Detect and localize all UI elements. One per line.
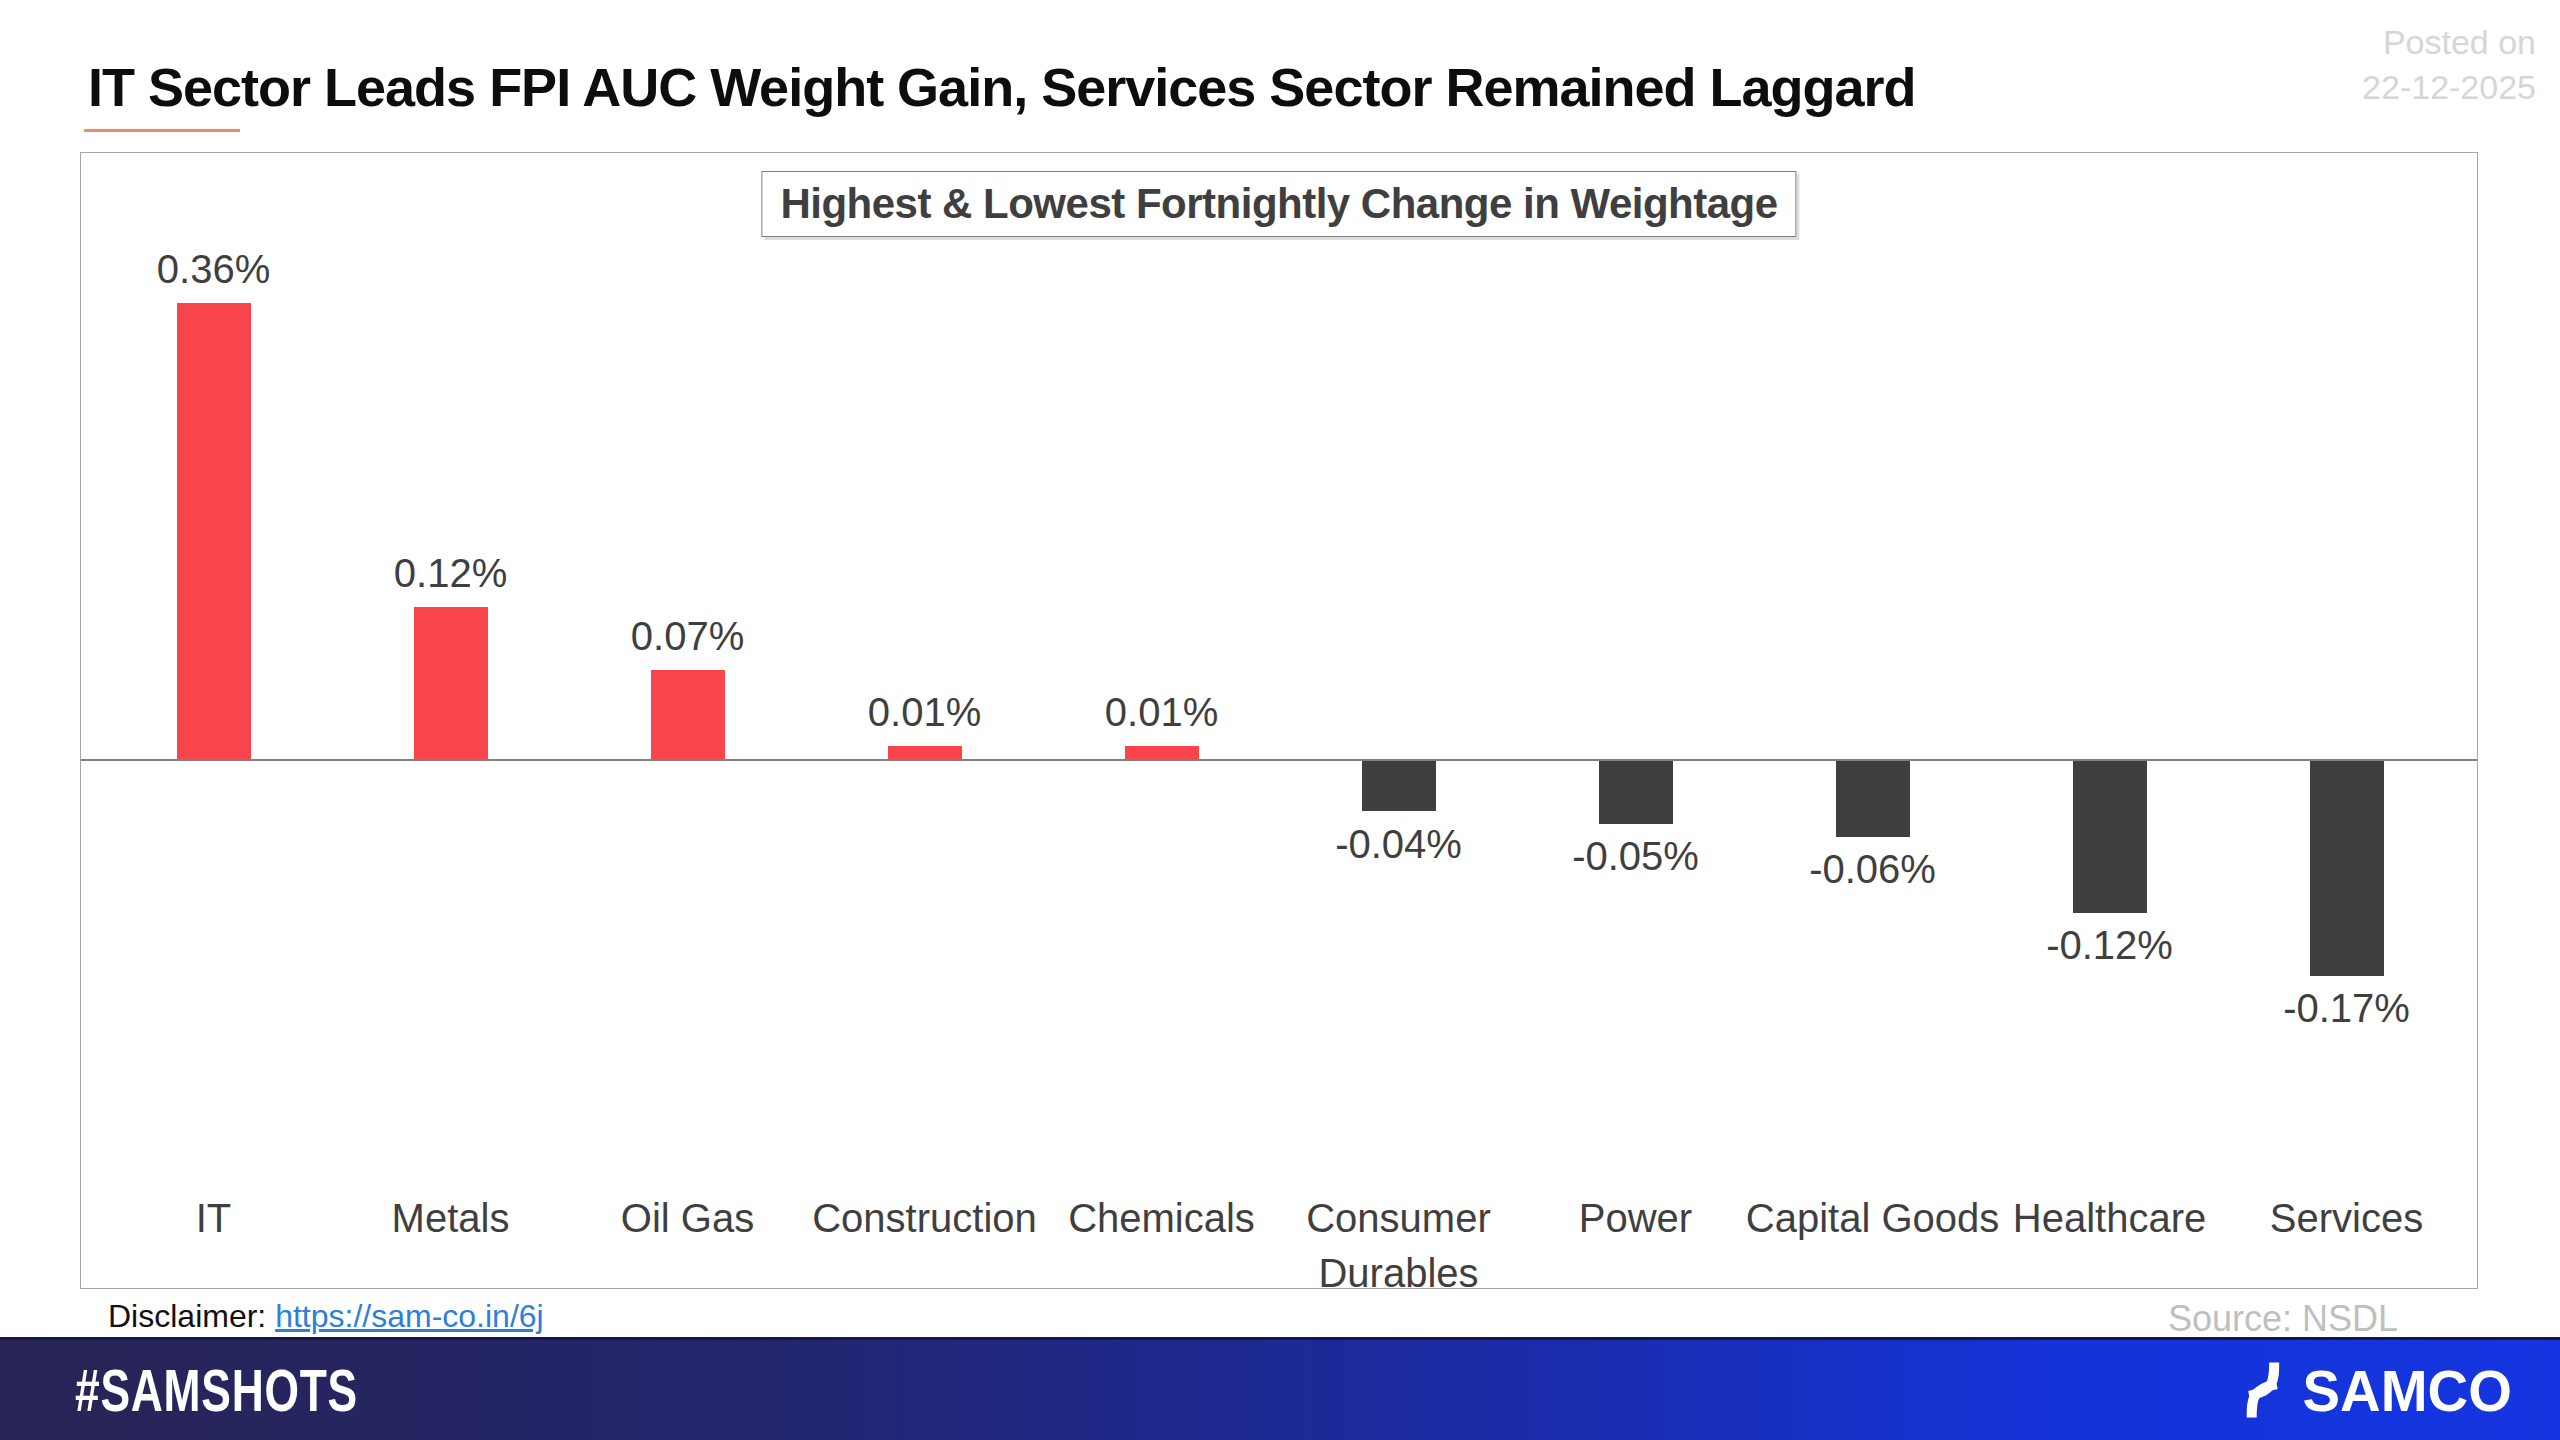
- bar-capital-goods: [1836, 761, 1910, 837]
- bar-value-label: -0.05%: [1526, 834, 1746, 879]
- bar-consumer-durables: [1362, 761, 1436, 812]
- bar-value-label: 0.07%: [578, 614, 798, 659]
- title-underline: [84, 129, 240, 132]
- samco-mark-icon: [2240, 1360, 2290, 1420]
- posted-on-date: 22-12-2025: [2362, 65, 2536, 110]
- x-axis-label: Metals: [319, 1191, 583, 1246]
- bar-value-label: -0.12%: [2000, 923, 2220, 968]
- bar-value-label: 0.36%: [104, 247, 324, 292]
- bar-value-label: 0.01%: [1052, 690, 1272, 735]
- bar-value-label: 0.01%: [815, 690, 1035, 735]
- samco-logo: SAMCO: [2240, 1357, 2512, 1424]
- bar-chemicals: [1125, 746, 1199, 759]
- bar-it: [177, 303, 251, 759]
- page-title: IT Sector Leads FPI AUC Weight Gain, Ser…: [88, 56, 1916, 118]
- x-axis-label: Capital Goods: [1741, 1191, 2005, 1246]
- footer-bar: #SAMSHOTS SAMCO: [0, 1337, 2560, 1440]
- posted-on: Posted on 22-12-2025: [2362, 20, 2536, 110]
- x-axis-label: Consumer Durables: [1267, 1191, 1531, 1301]
- x-axis-label: Services: [2215, 1191, 2479, 1246]
- chart-area: Highest & Lowest Fortnightly Change in W…: [80, 152, 2478, 1289]
- bar-value-label: -0.17%: [2237, 986, 2457, 1031]
- x-axis-label: Oil Gas: [556, 1191, 820, 1246]
- x-axis-label: Power: [1504, 1191, 1768, 1246]
- bar-services: [2310, 761, 2384, 976]
- samco-wordmark: SAMCO: [2303, 1357, 2512, 1424]
- x-axis-label: Chemicals: [1030, 1191, 1294, 1246]
- bar-construction: [888, 746, 962, 759]
- bar-oil-gas: [651, 670, 725, 759]
- bar-value-label: -0.06%: [1763, 847, 1983, 892]
- page: IT Sector Leads FPI AUC Weight Gain, Ser…: [0, 0, 2560, 1440]
- disclaimer: Disclaimer: https://sam-co.in/6j: [108, 1298, 544, 1335]
- disclaimer-link[interactable]: https://sam-co.in/6j: [275, 1298, 544, 1334]
- source-note: Source: NSDL: [2168, 1298, 2398, 1340]
- bar-healthcare: [2073, 761, 2147, 913]
- chart-title: Highest & Lowest Fortnightly Change in W…: [761, 171, 1796, 237]
- bar-value-label: -0.04%: [1289, 822, 1509, 867]
- bar-metals: [414, 607, 488, 759]
- samshots-hashtag: #SAMSHOTS: [75, 1356, 358, 1425]
- x-axis-label: IT: [82, 1191, 346, 1246]
- bar-value-label: 0.12%: [341, 551, 561, 596]
- x-axis-label: Healthcare: [1978, 1191, 2242, 1246]
- bar-power: [1599, 761, 1673, 824]
- disclaimer-label: Disclaimer:: [108, 1298, 275, 1334]
- x-axis-label: Construction: [793, 1191, 1057, 1246]
- posted-on-label: Posted on: [2362, 20, 2536, 65]
